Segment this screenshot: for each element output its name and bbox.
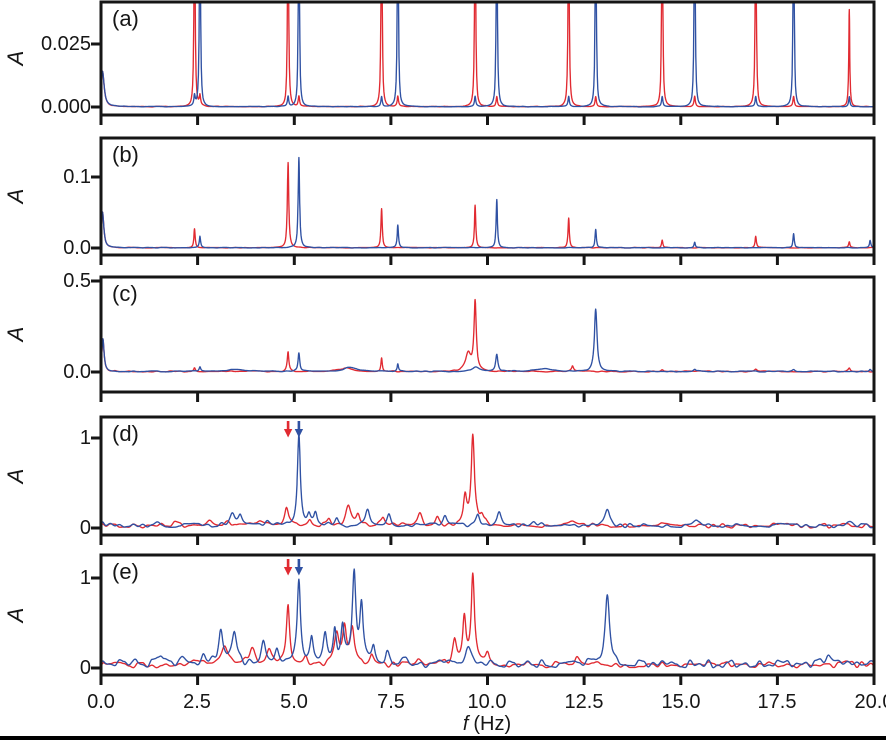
panel-b-ytick-zero: 0.0 [63,237,91,259]
xtick-10: 10.0 [467,691,507,713]
xtick-17p5: 17.5 [757,691,797,713]
xtick-7p5: 7.5 [377,691,405,713]
x-axis-unit: (Hz) [473,713,512,735]
xtick-20: 20.0 [854,691,886,713]
xtick-5: 5.0 [280,691,308,713]
panel-c-ytick-zero: 0.0 [63,361,91,383]
panel-c-ytick-top: 0.5 [63,270,91,292]
panel-c-label: (c) [112,281,138,306]
panel-e-ytick-top: 1 [79,567,91,589]
panel-d-ytick-zero: 0 [79,517,91,539]
x-axis-title: f (Hz) [387,713,587,736]
panel-a-plot [91,0,876,125]
panel-c-plot [91,275,876,402]
panel-a-ytick-top: 0.025 [40,33,91,55]
xtick-15: 15.0 [661,691,701,713]
bottom-rule [0,736,886,740]
panel-d-label: (d) [112,421,139,446]
panel-b-ytick-top: 0.1 [63,166,91,188]
panel-d-ytick-top: 1 [79,427,91,449]
xtick-0: 0.0 [87,691,115,713]
xtick-2p5: 2.5 [183,691,211,713]
panel-a-label: (a) [112,6,139,31]
panel-b-ylabel: A [3,188,28,204]
xtick-12p5: 12.5 [564,691,604,713]
panel-c-ylabel: A [3,326,28,342]
panel-d-plot [91,415,876,545]
panel-e-label: (e) [112,559,139,584]
panel-b-label: (b) [112,142,139,167]
panel-a-ylabel: A [3,50,28,66]
panel-e-plot [91,553,876,685]
panel-a-ytick-zero: 0.000 [40,96,91,118]
panel-e-ylabel: A [3,607,28,623]
panel-d-ylabel: A [3,468,28,484]
panel-e-ytick-zero: 0 [79,657,91,679]
panel-b-plot [91,136,876,265]
x-axis-variable: f [462,713,469,735]
